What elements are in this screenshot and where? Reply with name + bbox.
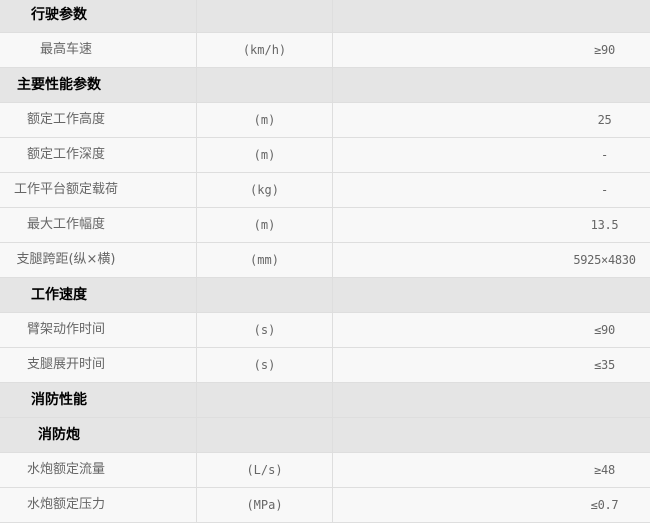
param-name-cell: 消防性能 [0, 383, 197, 417]
table-row: 最大工作幅度 (m) 13.5 [0, 208, 650, 243]
unit-cell: (MPa) [197, 488, 333, 522]
value-cell: ≤0.7 [590, 498, 619, 512]
param-name: 额定工作高度 [26, 112, 105, 127]
param-name: 消防炮 [38, 427, 80, 443]
param-name-cell: 工作平台额定载荷 [0, 173, 197, 207]
value-cell: - [601, 183, 608, 197]
param-name: 最高车速 [39, 42, 92, 57]
unit-cell: (km/h) [197, 33, 333, 67]
param-name-cell: 臂架动作时间 [0, 313, 197, 347]
param-name-cell: 最大工作幅度 [0, 208, 197, 242]
param-name: 臂架动作时间 [26, 322, 105, 337]
unit-cell: (L/s) [197, 453, 333, 487]
value-cell: - [601, 148, 608, 162]
table-row: 额定工作深度 (m) - [0, 138, 650, 173]
param-name: 工作速度 [31, 287, 87, 303]
param-name-cell: 工作速度 [0, 278, 197, 312]
param-name-cell: 行驶参数 [0, 0, 197, 32]
unit-cell [197, 383, 333, 417]
section-header-row: 主要性能参数 [0, 68, 650, 103]
unit-cell [197, 418, 333, 452]
table-row: 水炮额定压力 (MPa) ≤0.7 [0, 488, 650, 523]
unit-cell: (kg) [197, 173, 333, 207]
value-cell: 25 [597, 113, 612, 127]
value-cell [333, 383, 650, 417]
param-name-cell: 水炮额定压力 [0, 488, 197, 522]
table-row: 支腿跨距(纵×横) (mm) 5925×4830 [0, 243, 650, 278]
table-row: 支腿展开时间 (s) ≤35 [0, 348, 650, 383]
param-name: 主要性能参数 [17, 77, 101, 93]
section-header-row: 消防性能 [0, 383, 650, 418]
param-name-cell: 水炮额定流量 [0, 453, 197, 487]
value-cell [333, 418, 650, 452]
param-name-cell: 主要性能参数 [0, 68, 197, 102]
section-header-row: 消防炮 [0, 418, 650, 453]
param-name-cell: 额定工作深度 [0, 138, 197, 172]
unit-cell [197, 0, 333, 32]
unit-cell: (m) [197, 208, 333, 242]
unit-cell: (m) [197, 138, 333, 172]
param-name: 工作平台额定载荷 [13, 182, 118, 197]
section-header-row: 工作速度 [0, 278, 650, 313]
value-cell [333, 68, 650, 102]
param-name: 消防性能 [31, 392, 87, 408]
table-row: 额定工作高度 (m) 25 [0, 103, 650, 138]
param-name: 水炮额定流量 [26, 462, 105, 477]
param-name-cell: 支腿跨距(纵×横) [0, 243, 197, 277]
unit-cell: (m) [197, 103, 333, 137]
param-name: 水炮额定压力 [26, 497, 105, 512]
value-cell: 5925×4830 [573, 253, 636, 267]
value-cell [333, 278, 650, 312]
value-cell [333, 0, 650, 32]
section-header-row: 行驶参数 [0, 0, 650, 33]
unit-cell [197, 278, 333, 312]
param-name: 行驶参数 [31, 7, 87, 23]
value-cell: ≥48 [594, 463, 615, 477]
param-name-cell: 最高车速 [0, 33, 197, 67]
value-cell: ≤90 [594, 323, 615, 337]
param-name-cell: 消防炮 [0, 418, 197, 452]
param-name-cell: 支腿展开时间 [0, 348, 197, 382]
param-name: 支腿跨距(纵×横) [16, 252, 116, 267]
unit-cell: (s) [197, 348, 333, 382]
param-name: 最大工作幅度 [26, 217, 105, 232]
unit-cell: (mm) [197, 243, 333, 277]
table-row: 臂架动作时间 (s) ≤90 [0, 313, 650, 348]
param-name-cell: 额定工作高度 [0, 103, 197, 137]
unit-cell: (s) [197, 313, 333, 347]
table-row: 工作平台额定载荷 (kg) - [0, 173, 650, 208]
value-cell: ≥90 [594, 43, 615, 57]
param-name: 支腿展开时间 [26, 357, 105, 372]
table-row: 最高车速 (km/h) ≥90 [0, 33, 650, 68]
param-name: 额定工作深度 [26, 147, 105, 162]
unit-cell [197, 68, 333, 102]
table-row: 水炮额定流量 (L/s) ≥48 [0, 453, 650, 488]
value-cell: ≤35 [594, 358, 615, 372]
value-cell: 13.5 [590, 218, 619, 232]
